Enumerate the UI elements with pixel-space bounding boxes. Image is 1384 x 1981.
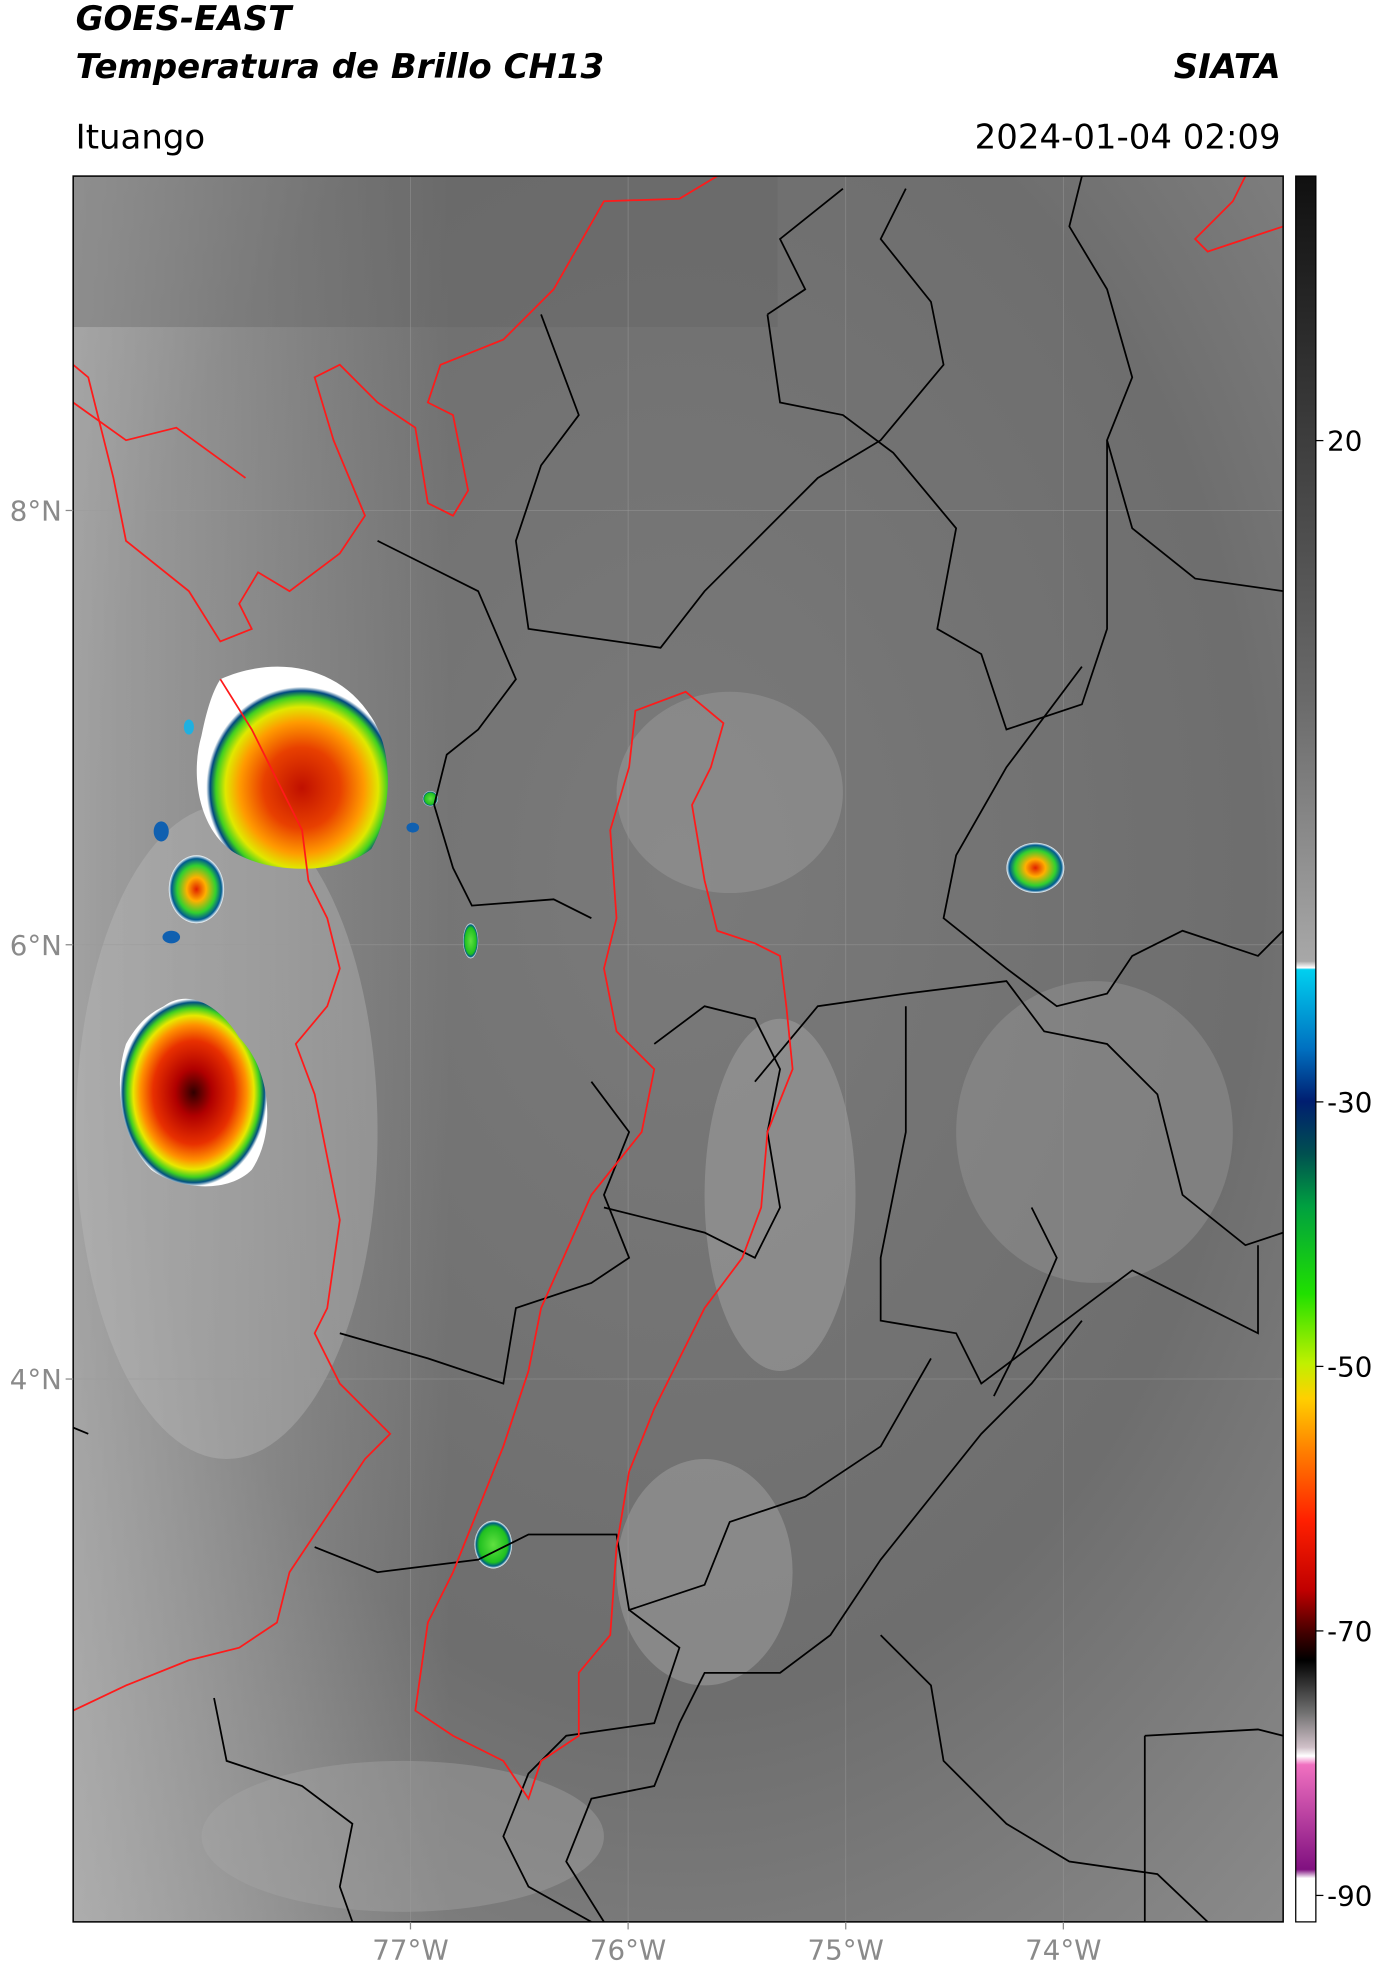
colorbar xyxy=(1295,175,1317,1923)
lat-tick-label: 6°N xyxy=(10,929,62,962)
sea-darker xyxy=(73,176,778,328)
haze xyxy=(956,981,1233,1283)
cold-speck xyxy=(162,930,181,944)
map-imagery xyxy=(73,176,1284,1922)
haze xyxy=(616,1459,793,1686)
admin-boundaries xyxy=(73,176,1284,1922)
cold-speck xyxy=(406,822,420,833)
colorbar-tick-label: -70 xyxy=(1327,1615,1372,1648)
cold-speck xyxy=(153,821,169,842)
storm-cell xyxy=(1006,842,1065,894)
haze xyxy=(616,691,843,894)
lon-tick-label: 76°W xyxy=(590,1934,666,1967)
title-line1: GOES-EAST xyxy=(76,0,294,39)
lon-tick-label: 74°W xyxy=(1025,1934,1101,1967)
colorbar-tick-label: -90 xyxy=(1327,1879,1372,1912)
storm-cell xyxy=(168,855,225,924)
cold-speck xyxy=(183,719,194,735)
coastline-and-department xyxy=(73,176,1284,1801)
colorbar-tick-label: -50 xyxy=(1327,1350,1372,1383)
haze xyxy=(201,1760,604,1912)
location: Ituango xyxy=(76,117,206,157)
lon-tick-label: 77°W xyxy=(372,1934,448,1967)
lon-tick-label: 75°W xyxy=(808,1934,884,1967)
lat-tick-label: 8°N xyxy=(10,495,62,528)
plot-frame xyxy=(72,175,1284,1923)
lat-tick-label: 4°N xyxy=(10,1363,62,1396)
title-line2: Temperatura de Brillo CH13 xyxy=(76,47,604,87)
colorbar-tick-label: -30 xyxy=(1327,1086,1372,1119)
timestamp: 2024-01-04 02:09 xyxy=(975,117,1281,157)
storm-cell xyxy=(119,998,268,1187)
colorbar-tick-label: 20 xyxy=(1327,425,1362,458)
brand: SIATA xyxy=(1174,47,1281,87)
storm-cell xyxy=(463,923,479,959)
haze xyxy=(704,1018,856,1371)
